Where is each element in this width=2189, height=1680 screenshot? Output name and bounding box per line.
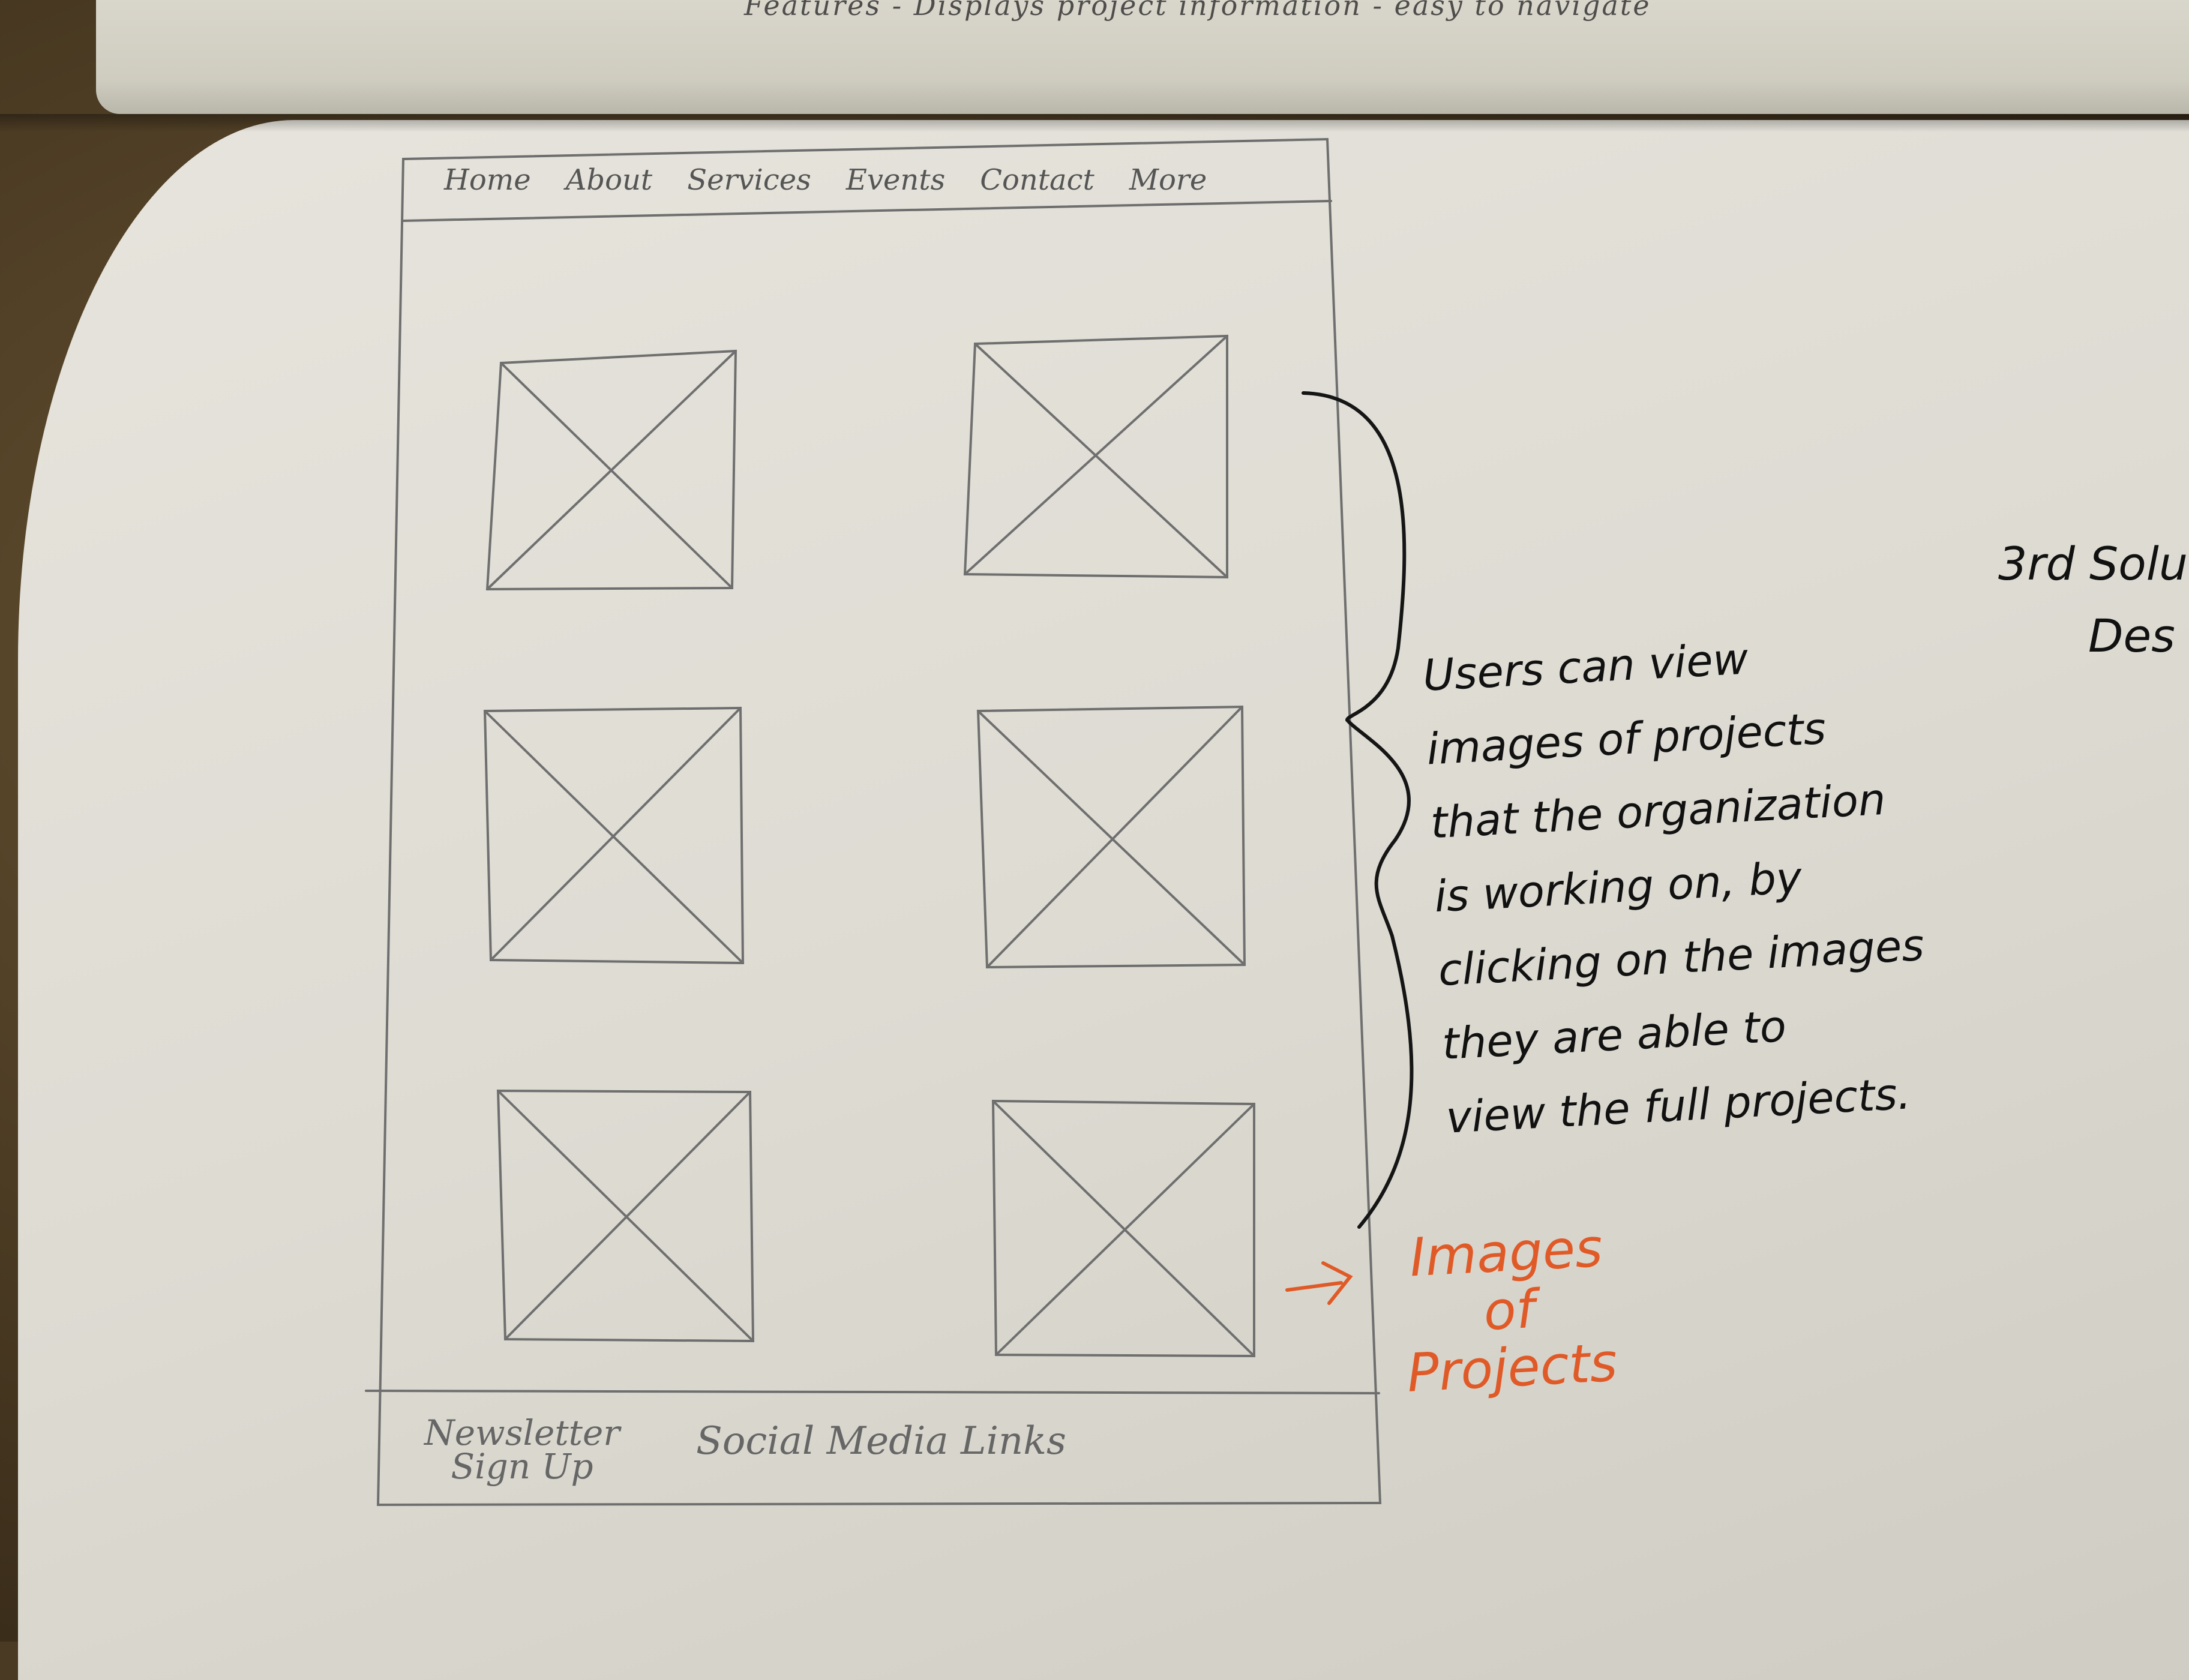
images-of-projects-label: Images of Projects bbox=[1376, 1216, 1642, 1404]
wireframe-sketch bbox=[365, 137, 1414, 1507]
newsletter-signup[interactable]: Newsletter Sign Up bbox=[408, 1412, 636, 1487]
social-media-links[interactable]: Social Media Links bbox=[696, 1419, 1066, 1463]
nav-divider bbox=[402, 200, 1332, 222]
nav-item-home[interactable]: Home bbox=[444, 163, 531, 197]
image-placeholder-4 bbox=[976, 705, 1246, 969]
edge-handwriting: 3rd Solu Des bbox=[1998, 528, 2189, 672]
newsletter-label: Newsletter bbox=[424, 1412, 620, 1453]
image-placeholder-2 bbox=[963, 334, 1228, 579]
previous-notebook-page: Features - Displays project information … bbox=[96, 0, 2189, 114]
image-placeholder-1 bbox=[485, 349, 737, 591]
image-placeholder-6 bbox=[991, 1099, 1255, 1358]
label-line: Images bbox=[1408, 1216, 1605, 1289]
nav-item-services[interactable]: Services bbox=[687, 163, 811, 197]
handwritten-annotation: Users can view images of projects that t… bbox=[1421, 610, 2005, 1154]
curly-brace bbox=[1302, 391, 1414, 1229]
page-shadow bbox=[0, 114, 2189, 132]
nav-item-events[interactable]: Events bbox=[845, 163, 946, 197]
top-handwriting: Features - Displays project information … bbox=[744, 0, 1651, 22]
edge-line: 3rd Solu bbox=[1998, 537, 2188, 590]
nav-item-contact[interactable]: Contact bbox=[980, 163, 1094, 197]
nav-item-more[interactable]: More bbox=[1129, 163, 1207, 197]
image-placeholder-3 bbox=[483, 706, 745, 965]
label-line: Projects bbox=[1405, 1331, 1619, 1404]
nav-bar: Home About Services Events Contact More bbox=[444, 150, 1320, 210]
edge-line: Des bbox=[2088, 609, 2175, 662]
nav-item-about[interactable]: About bbox=[565, 163, 653, 197]
orange-arrow bbox=[1285, 1261, 1353, 1305]
wireframe-frame bbox=[376, 137, 1382, 1507]
signup-label: Sign Up bbox=[451, 1446, 593, 1487]
footer-divider bbox=[365, 1390, 1380, 1394]
image-placeholder-5 bbox=[496, 1089, 755, 1343]
